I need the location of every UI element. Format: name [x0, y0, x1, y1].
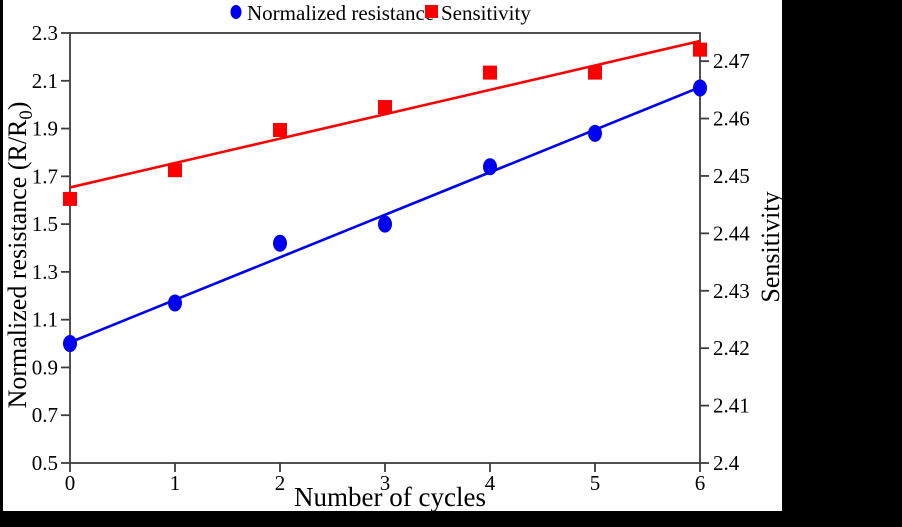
- square-marker-icon: [425, 5, 438, 18]
- left-tick-label: 1.1: [32, 308, 58, 332]
- right-tick-label: 2.43: [713, 279, 750, 303]
- x-tick-label: 1: [170, 471, 181, 495]
- left-tick-label: 2.1: [32, 69, 58, 93]
- data-point-normalized-resistance: [273, 234, 287, 252]
- right-tick-label: 2.44: [713, 221, 750, 245]
- x-tick-label: 3: [380, 471, 391, 495]
- right-axis-title: Sensitivity: [756, 191, 785, 302]
- right-tick-label: 2.42: [713, 336, 750, 360]
- left-tick-label: 2.3: [32, 21, 58, 45]
- left-tick-label: 0.7: [32, 403, 58, 427]
- data-point-normalized-resistance: [168, 294, 182, 312]
- plot-area: 0.5 0.7 0.9 1.1 1.3 1.5 1.7 1.9 2.1 2.3 2.4 2.41 2.4…: [32, 21, 751, 495]
- data-point-sensitivity: [588, 65, 602, 80]
- x-tick-label: 4: [485, 471, 496, 495]
- left-tick-label: 1.5: [32, 212, 58, 236]
- circle-marker-icon: [230, 5, 242, 19]
- right-tick-label: 2.45: [713, 164, 750, 188]
- data-point-normalized-resistance: [483, 158, 497, 176]
- right-tick-label: 2.4: [713, 451, 740, 475]
- right-tick-label: 2.47: [713, 49, 750, 73]
- right-tick-label: 2.41: [713, 394, 750, 418]
- left-axis-title: Normalized resistance (R/R0): [3, 102, 37, 409]
- left-tick-label: 0.5: [32, 451, 58, 475]
- data-point-normalized-resistance: [693, 79, 707, 97]
- legend: Normalized resistance Sensitivity: [230, 1, 531, 25]
- data-point-sensitivity: [693, 42, 707, 57]
- data-point-sensitivity: [273, 123, 287, 138]
- figure-panel: [3, 0, 782, 511]
- data-point-normalized-resistance: [588, 124, 602, 142]
- left-tick-label: 1.7: [32, 164, 58, 188]
- x-tick-label: 0: [65, 471, 76, 495]
- data-point-normalized-resistance: [378, 215, 392, 233]
- data-point-sensitivity: [483, 65, 497, 80]
- legend-item-normalized-resistance: Normalized resistance: [230, 1, 434, 25]
- legend-label: Sensitivity: [441, 1, 531, 25]
- x-tick-label: 5: [590, 471, 601, 495]
- left-tick-label: 1.3: [32, 260, 58, 284]
- left-tick-label: 1.9: [32, 117, 58, 141]
- legend-item-sensitivity: Sensitivity: [425, 1, 531, 25]
- data-point-sensitivity: [168, 163, 182, 178]
- left-tick-label: 0.9: [32, 355, 58, 379]
- data-point-sensitivity: [378, 100, 392, 115]
- data-point-normalized-resistance: [63, 335, 77, 353]
- data-point-sensitivity: [63, 191, 77, 206]
- x-tick-label: 2: [275, 471, 286, 495]
- x-tick-label: 6: [695, 471, 706, 495]
- legend-label: Normalized resistance: [247, 1, 434, 25]
- trendline-sensitivity: [69, 39, 701, 189]
- x-axis-title: Number of cycles: [294, 482, 486, 512]
- right-tick-label: 2.46: [713, 107, 750, 131]
